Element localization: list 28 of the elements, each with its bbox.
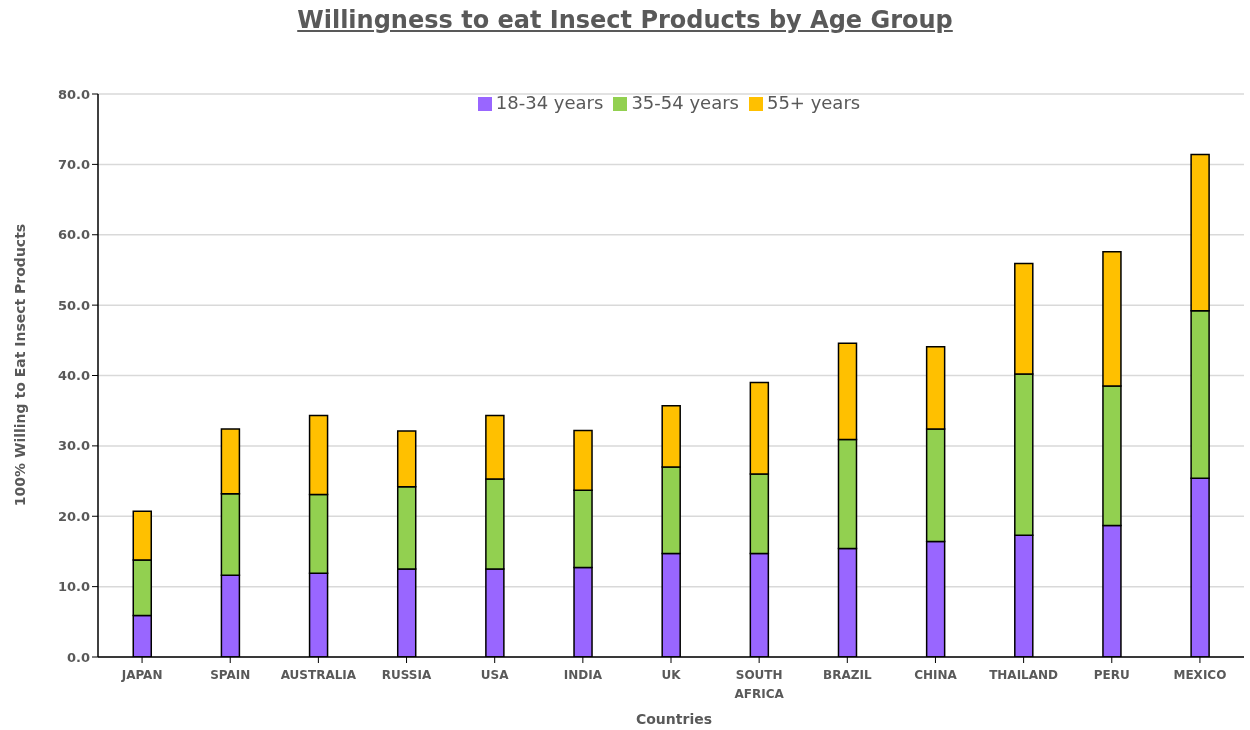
x-tick-label: RUSSIA bbox=[381, 668, 432, 682]
y-tick-label: 30.0 bbox=[57, 438, 90, 454]
x-tick-label: CHINA bbox=[914, 668, 958, 682]
x-tick-label: JAPAN bbox=[120, 668, 163, 682]
x-tick-label: THAILAND bbox=[989, 668, 1059, 682]
y-tick-label: 80.0 bbox=[57, 86, 90, 102]
x-axis-title: Countries bbox=[634, 711, 714, 727]
y-tick-label: 70.0 bbox=[57, 156, 90, 172]
y-tick-label: 20.0 bbox=[57, 508, 90, 524]
legend-label: 18-34 years bbox=[495, 92, 604, 113]
y-axis-title: 100% Willing to Eat Insect Products bbox=[12, 223, 29, 507]
x-tick-label: MEXICO bbox=[1173, 668, 1227, 682]
x-tick-label: AUSTRALIA bbox=[280, 668, 357, 682]
y-tick-label: 50.0 bbox=[57, 297, 90, 313]
y-tick-label: 60.0 bbox=[57, 227, 90, 243]
y-tick-label: 0.0 bbox=[66, 649, 90, 665]
x-tick-label: INDIA bbox=[563, 668, 603, 682]
x-tick-label: UK bbox=[661, 668, 682, 682]
x-tick-label: BRAZIL bbox=[823, 668, 872, 682]
y-tick-label: 10.0 bbox=[57, 579, 90, 595]
legend-label: 35-54 years bbox=[631, 92, 739, 113]
chart-title: Willingness to eat Insect Products by Age Group bbox=[296, 6, 954, 34]
x-tick-label: USA bbox=[480, 668, 510, 682]
x-tick-label: PERU bbox=[1093, 668, 1130, 682]
x-tick-label: SOUTH AFRICA bbox=[734, 668, 785, 701]
x-tick-label: SPAIN bbox=[210, 668, 251, 682]
legend-label: 55+ years bbox=[766, 92, 861, 113]
y-tick-label: 40.0 bbox=[57, 368, 90, 384]
